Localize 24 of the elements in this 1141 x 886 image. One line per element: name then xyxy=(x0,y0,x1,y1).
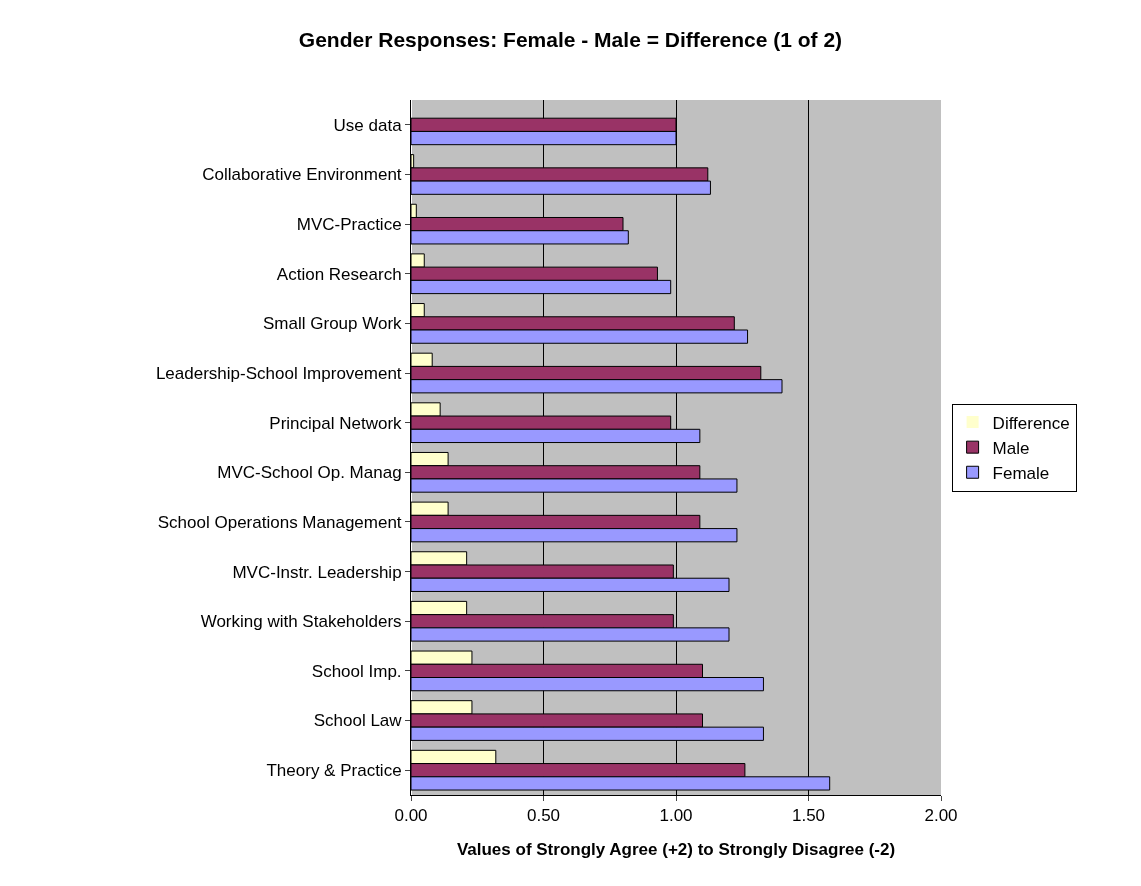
y-tick-label: MVC-School Op. Manag xyxy=(217,463,402,483)
legend-label: Male xyxy=(992,438,1030,458)
y-tick-label: Action Research xyxy=(276,264,402,284)
y-tick-label: Small Group Work xyxy=(263,314,403,334)
chart-title: Gender Responses: Female - Male = Difference (1 of 2) xyxy=(298,28,843,52)
x-tick-label: 1.00 xyxy=(659,806,693,826)
y-tick-label: Collaborative Environment xyxy=(202,165,402,185)
y-tick-label: MVC-Practice xyxy=(296,215,402,235)
y-tick-label: Principal Network xyxy=(269,413,403,433)
y-tick-label: School Operations Management xyxy=(157,512,402,532)
x-axis-title: Values of Strongly Agree (+2) to Strongly Disagree (-2) xyxy=(456,839,896,859)
y-tick-label: School Imp. xyxy=(311,661,402,681)
legend-label: Difference xyxy=(992,413,1070,433)
y-tick-label: Use data xyxy=(333,115,403,135)
legend-label: Female xyxy=(992,463,1050,483)
x-tick-label: 1.50 xyxy=(791,806,826,826)
x-tick-label: 0.00 xyxy=(394,806,428,826)
y-tick-label: School Law xyxy=(313,711,403,731)
y-tick-label: Leadership-School Improvement xyxy=(155,363,402,383)
y-tick-label: MVC-Instr. Leadership xyxy=(232,562,402,582)
x-tick-label: 2.00 xyxy=(924,806,958,826)
x-tick-label: 0.50 xyxy=(526,806,561,826)
y-tick-label: Theory & Practice xyxy=(266,761,402,781)
y-tick-label: Working with Stakeholders xyxy=(200,612,402,632)
